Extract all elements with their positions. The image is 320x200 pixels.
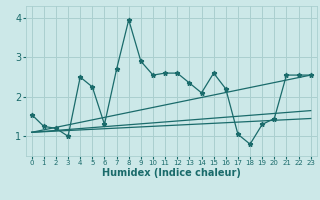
X-axis label: Humidex (Indice chaleur): Humidex (Indice chaleur) xyxy=(102,168,241,178)
